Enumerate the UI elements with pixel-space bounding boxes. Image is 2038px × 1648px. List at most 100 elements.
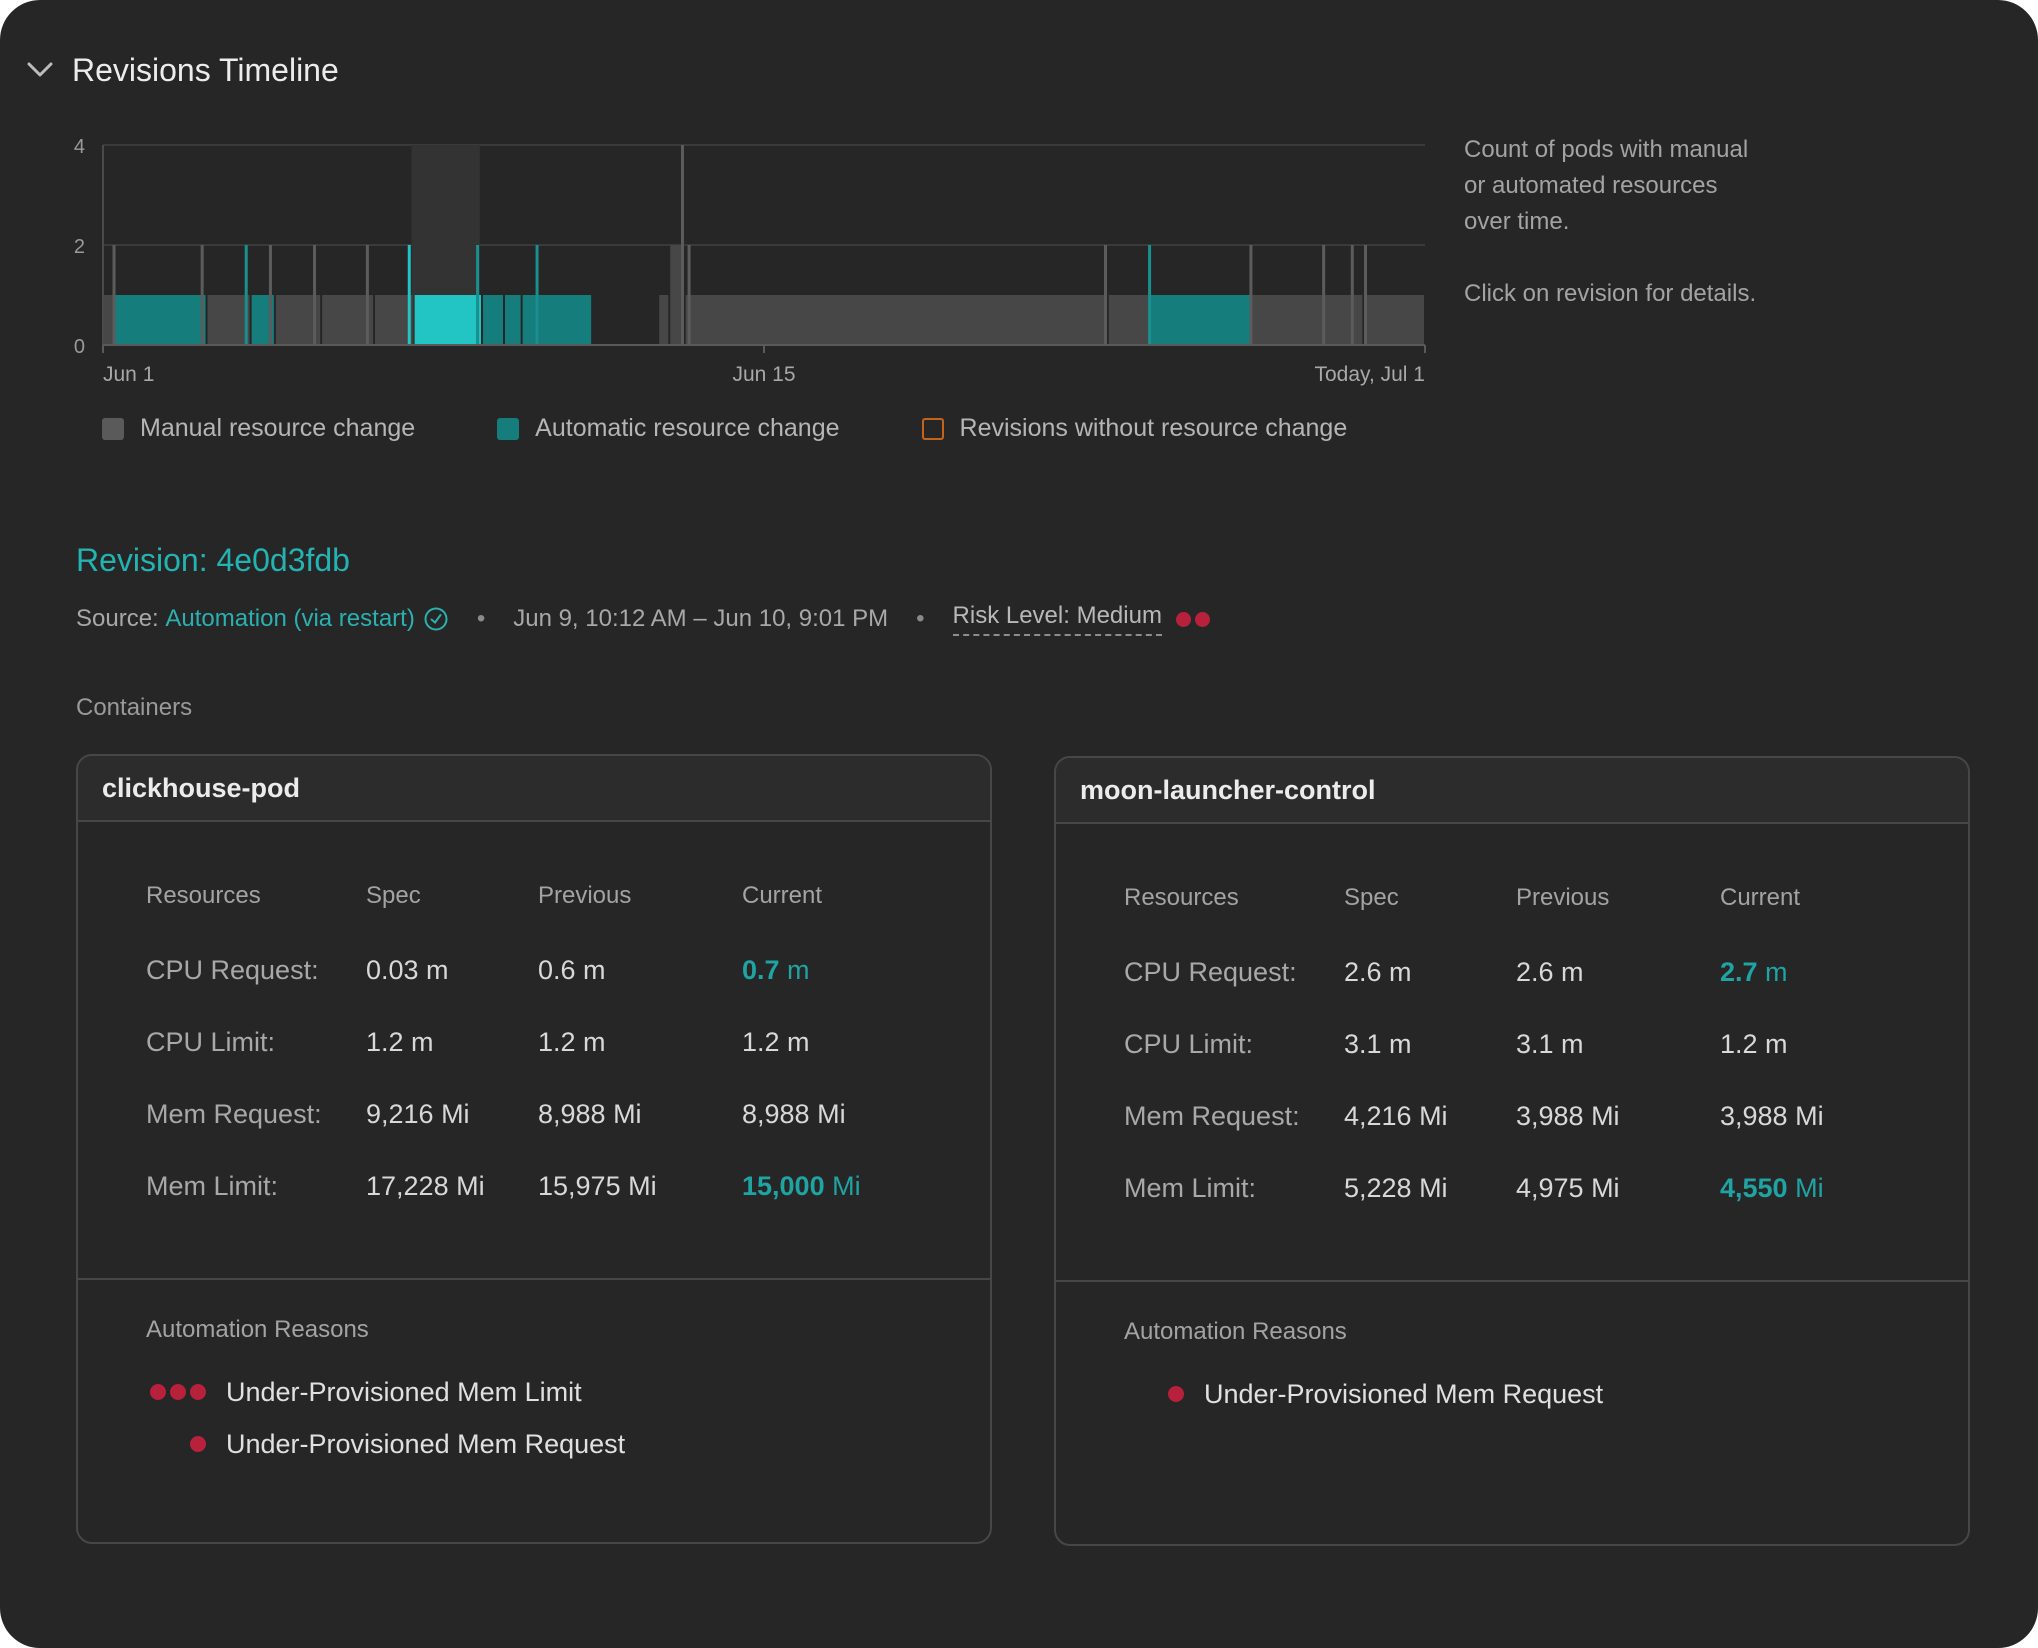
- current-unit: Mi: [824, 1170, 861, 1201]
- table-header-row: Resources Spec Previous Current: [1124, 884, 1920, 926]
- time-range: Jun 9, 10:12 AM – Jun 10, 9:01 PM: [513, 605, 889, 632]
- row-label: CPU Limit:: [1124, 1028, 1254, 1059]
- col-header-current: Current: [742, 882, 823, 909]
- card-divider: [1056, 1280, 1968, 1282]
- current-unit: m: [779, 954, 810, 985]
- row-label: CPU Request:: [146, 954, 319, 985]
- container-card: moon-launcher-control Resources Spec Pre…: [1054, 756, 1970, 1546]
- previous-value: 3.1 m: [1516, 1028, 1584, 1059]
- revision-marker: [1350, 245, 1354, 345]
- revision-marker: [1364, 245, 1368, 345]
- severity-dot: [190, 1384, 206, 1400]
- section-title: Revisions Timeline: [72, 51, 339, 88]
- revision-marker: [407, 245, 411, 345]
- legend-label-manual: Manual resource change: [140, 414, 416, 442]
- revision-marker: [1148, 245, 1152, 345]
- timeline-bar: [482, 295, 504, 345]
- spec-value: 9,216 Mi: [366, 1098, 470, 1129]
- check-circle-icon: [424, 607, 448, 631]
- x-tick-label: Jun 15: [732, 363, 795, 386]
- reason-text: Under-Provisioned Mem Request: [1204, 1378, 1604, 1409]
- spec-value: 5,228 Mi: [1344, 1172, 1448, 1203]
- legend-label-none: Revisions without resource change: [959, 414, 1348, 442]
- row-label: Mem Request:: [1124, 1100, 1300, 1131]
- chart-desc-note: Click on revision for details.: [1464, 280, 1757, 307]
- chart-desc-line3: over time.: [1464, 208, 1570, 235]
- reason-severity-dots: [146, 1384, 226, 1400]
- timeline-bar: [1108, 295, 1149, 345]
- col-header-spec: Spec: [1344, 884, 1399, 911]
- current-unit: m: [1757, 956, 1788, 987]
- legend-label-automatic: Automatic resource change: [535, 414, 840, 442]
- table-row: CPU Request: 2.6 m 2.6 m 2.7 m: [1124, 936, 1920, 1008]
- legend-swatch-automatic: [497, 417, 520, 440]
- previous-value: 0.6 m: [538, 954, 606, 985]
- table-row: CPU Limit: 3.1 m 3.1 m 1.2 m: [1124, 1008, 1920, 1080]
- previous-value: 3,988 Mi: [1516, 1100, 1620, 1131]
- resources-table: Resources Spec Previous Current CPU Requ…: [1124, 884, 1920, 1224]
- severity-dot: [150, 1384, 166, 1400]
- timeline-bar: [522, 295, 592, 345]
- current-value: 8,988 Mi: [742, 1099, 942, 1130]
- current-value: 2.7 m: [1720, 957, 1920, 988]
- reason-item: Under-Provisioned Mem Request: [1124, 1368, 1603, 1420]
- previous-value: 1.2 m: [538, 1026, 606, 1057]
- severity-dot: [170, 1384, 186, 1400]
- previous-value: 15,975 Mi: [538, 1170, 657, 1201]
- spec-value: 1.2 m: [366, 1026, 434, 1057]
- revision-marker: [1322, 245, 1326, 345]
- revision-marker: [268, 245, 272, 345]
- spec-value: 17,228 Mi: [366, 1170, 485, 1201]
- severity-dot: [190, 1436, 206, 1452]
- risk-dot: [1175, 611, 1191, 627]
- reasons-list: Under-Provisioned Mem Limit Under-Provis…: [146, 1366, 625, 1470]
- current-value: 1.2 m: [1720, 1029, 1920, 1060]
- spec-value: 3.1 m: [1344, 1028, 1412, 1059]
- legend-item-manual[interactable]: Manual resource change: [102, 414, 415, 443]
- source-link[interactable]: Automation (via restart): [165, 605, 415, 632]
- current-value: 4,550 Mi: [1720, 1173, 1920, 1204]
- current-number: 8,988: [742, 1098, 810, 1129]
- row-label: Mem Limit:: [146, 1170, 279, 1201]
- chevron-down-icon[interactable]: [24, 54, 56, 86]
- previous-value: 4,975 Mi: [1516, 1172, 1620, 1203]
- current-unit: Mi: [1787, 1172, 1824, 1203]
- timeline-bar: [251, 295, 274, 345]
- revision-marker: [535, 245, 539, 345]
- table-header-row: Resources Spec Previous Current: [146, 882, 942, 924]
- timeline-bar: [1364, 295, 1424, 345]
- chart-desc-line2: or automated resources: [1464, 172, 1718, 199]
- row-label: CPU Limit:: [146, 1026, 276, 1057]
- revision-marker: [365, 245, 369, 345]
- timeline-bar: [275, 295, 321, 345]
- current-value: 3,988 Mi: [1720, 1101, 1920, 1132]
- row-label: Mem Limit:: [1124, 1172, 1257, 1203]
- col-header-previous: Previous: [1516, 884, 1610, 911]
- col-header-spec: Spec: [366, 882, 421, 909]
- current-number: 0.7: [742, 954, 780, 985]
- current-value: 0.7 m: [742, 955, 942, 986]
- reason-text: Under-Provisioned Mem Limit: [226, 1376, 582, 1407]
- previous-value: 2.6 m: [1516, 956, 1584, 987]
- section-header[interactable]: Revisions Timeline: [24, 48, 339, 92]
- container-name: moon-launcher-control: [1056, 758, 1968, 824]
- col-header-resources: Resources: [1124, 884, 1239, 911]
- legend-swatch-none: [921, 417, 944, 440]
- spec-value: 4,216 Mi: [1344, 1100, 1448, 1131]
- previous-value: 8,988 Mi: [538, 1098, 642, 1129]
- risk-dot: [1194, 611, 1210, 627]
- container-name: clickhouse-pod: [78, 756, 990, 822]
- legend-item-automatic[interactable]: Automatic resource change: [497, 414, 840, 443]
- source-label: Source:: [76, 605, 159, 632]
- legend-item-none[interactable]: Revisions without resource change: [921, 414, 1348, 443]
- x-tick-label: Jun 1: [103, 363, 154, 386]
- severity-dot: [1168, 1386, 1184, 1402]
- timeline-bar: [1353, 295, 1363, 345]
- revisions-chart[interactable]: 0 2 4 Jun 1 Jun 15 Today, Jul 1: [0, 120, 1440, 400]
- meta-separator: •: [476, 605, 486, 632]
- container-card: clickhouse-pod Resources Spec Previous C…: [76, 754, 992, 1544]
- current-number: 2.7: [1720, 956, 1758, 987]
- risk-level[interactable]: Risk Level: Medium: [952, 602, 1162, 636]
- table-row: Mem Limit: 5,228 Mi 4,975 Mi 4,550 Mi: [1124, 1152, 1920, 1224]
